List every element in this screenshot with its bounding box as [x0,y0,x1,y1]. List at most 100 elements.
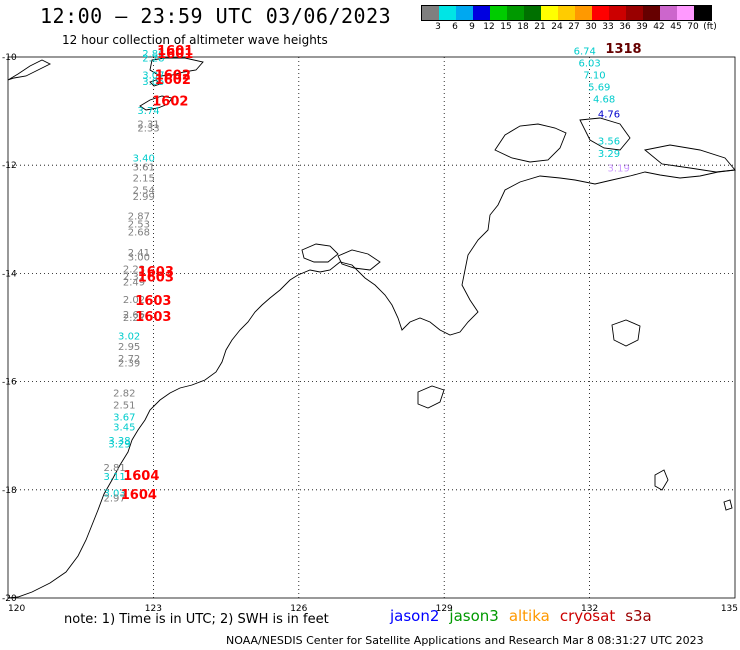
scale-label: 9 [469,22,475,32]
scale-box-8 [558,6,575,20]
scale-box-16 [694,6,711,20]
lon-tick-label: 135 [721,604,738,614]
coastline-aru [494,123,567,163]
scale-label: 36 [619,22,631,32]
wave-height-label: 2.39 [118,358,140,369]
color-scale-boxes [421,5,712,21]
wave-height-label: 3.03 [103,488,125,499]
wave-height-label: 3.74 [137,106,159,117]
scale-box-11 [609,6,626,20]
lat-tick-label: -14 [2,269,17,279]
wave-height-label: 2.28 [142,53,164,64]
scale-box-14 [660,6,677,20]
wave-height-label: 2.27 [123,313,145,324]
time-label: 1604 [123,469,159,484]
scale-label: 30 [585,22,597,32]
wave-height-label: 3.67 [113,413,135,424]
wave-height-label: 3.29 [598,149,620,160]
wave-height-label: 2.15 [133,173,155,184]
scale-box-4 [490,6,507,20]
wave-height-label: 6.03 [578,59,600,70]
scale-box-15 [677,6,694,20]
wave-height-label: 2.68 [128,228,150,239]
lon-tick-label: 129 [436,604,453,614]
color-scale-labels: 3 6 9 12 15 18 21 24 27 30 33 36 39 42 45 70 (ft) [421,22,740,34]
coastline-tanimbar [579,117,631,151]
color-scale-legend: 3 6 9 12 15 18 21 24 27 30 33 36 39 42 45 70 (ft) [421,5,717,32]
scale-box-2 [456,6,473,20]
time-label: 1603 [138,265,174,280]
wave-height-label: 2.23 [123,264,145,275]
coastline-small-islet [149,79,161,87]
wave-height-label: 3.29 [108,440,130,451]
scale-box-5 [507,6,524,20]
wave-height-label: 2.99 [133,192,155,203]
wave-height-label: 6.74 [574,46,596,57]
wave-height-label: 2.32 [123,272,145,283]
scale-label: 15 [500,22,512,32]
wave-height-label: 2.33 [137,124,159,135]
scale-box-7 [541,6,558,20]
scale-label: 42 [653,22,665,32]
wave-height-label: 2.82 [113,389,135,400]
wave-height-label: 2.54 [133,185,155,196]
wave-height-label: 2.53 [128,219,150,230]
wave-height-label: 2.72 [118,354,140,365]
coastline-wellesley [417,385,445,409]
lat-tick-label: -12 [2,161,17,171]
wave-height-label: 7.10 [583,71,605,82]
wave-height-label: 3.19 [608,164,630,175]
scale-box-0 [422,6,439,20]
time-label: 1318 [605,42,641,57]
map-title: 12:00 — 23:59 UTC 03/06/2023 [40,4,392,28]
scale-label: 18 [517,22,529,32]
wave-height-label: 5.69 [588,83,610,94]
wave-height-label: 3.11 [103,472,125,483]
coastline-timor [7,59,52,81]
time-label: 1601 [157,44,193,59]
scale-box-9 [575,6,592,20]
wave-height-label: 2.02 [123,295,145,306]
wave-height-label: 3.45 [113,422,135,433]
satellite-s3a: s3a [625,607,652,625]
wave-height-label: 2.81 [103,463,125,474]
time-label: 1602 [152,95,188,110]
lat-tick-label: -16 [2,378,17,388]
map-frame [7,56,736,599]
wave-height-label: 2.31 [137,119,159,130]
coastlines [7,57,736,599]
footer-credit: NOAA/NESDIS Center for Satellite Applica… [226,634,704,647]
scale-label: 12 [483,22,495,32]
scale-label: 27 [568,22,580,32]
coastline-bathurst [301,243,339,263]
wave-height-label: 4.68 [593,94,615,105]
time-label: 1601 [157,47,193,62]
wave-height-label: 3.61 [133,163,155,174]
coastline-mornington [654,469,669,491]
satellite-jason2: jason2 [390,607,440,625]
wave-height-label: 3.00 [128,252,150,263]
wave-height-label: 4.76 [598,110,620,121]
lat-tick-label: -10 [2,53,17,63]
wave-height-label: 2.95 [118,342,140,353]
satellite-legend: jason2 jason3 altika cryosat s3a [390,607,652,625]
wave-height-label: 2.87 [128,211,150,222]
wave-height-label: 2.41 [128,248,150,259]
scale-label: 3 [435,22,441,32]
scale-label: 33 [602,22,614,32]
coastline-small-isles-east [723,499,733,511]
wave-height-label: 2.65 [123,310,145,321]
scale-label: 39 [636,22,648,32]
time-label: 1602 [155,73,191,88]
wave-height-label: 3.40 [133,153,155,164]
coastline-rote [139,95,173,111]
wave-height-label: 2.49 [123,277,145,288]
satellite-cryosat: cryosat [559,607,616,625]
scale-label: 21 [534,22,546,32]
satellite-altika: altika [508,607,550,625]
scale-box-13 [643,6,660,20]
scale-box-12 [626,6,643,20]
scale-label: 24 [551,22,563,32]
